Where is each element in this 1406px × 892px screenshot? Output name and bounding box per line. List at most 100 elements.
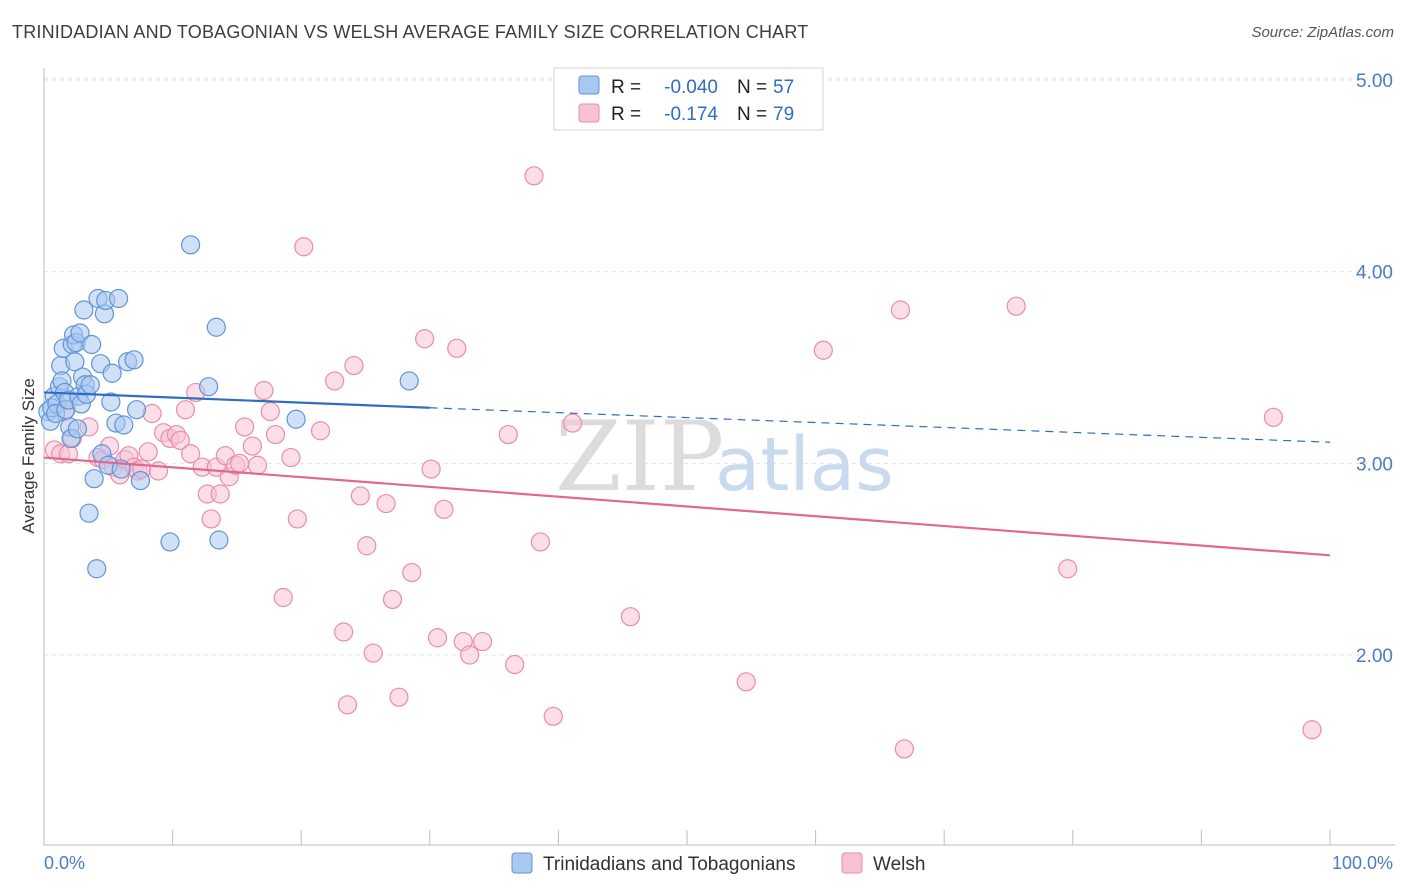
welsh-point xyxy=(890,300,911,320)
welsh-point xyxy=(736,672,756,692)
welsh-point xyxy=(427,628,448,648)
legend-swatch-trinidadian xyxy=(511,852,533,874)
trinidadian-point xyxy=(399,371,419,391)
trinidadian-point xyxy=(199,377,219,397)
welsh-point xyxy=(235,417,255,437)
watermark-zip: ZIP xyxy=(555,401,724,513)
welsh-point xyxy=(273,587,293,608)
watermark-atlas: atlas xyxy=(715,422,894,508)
chart-title: TRINIDADIAN AND TOBAGONIAN VS WELSH AVER… xyxy=(12,22,809,42)
y-tick-label: 3.00 xyxy=(1356,454,1393,475)
trinidadian-point xyxy=(124,350,144,370)
legend-label-trinidadian: Trinidadians and Tobagonians xyxy=(543,854,795,875)
welsh-point xyxy=(210,484,230,504)
welsh-point xyxy=(357,536,377,556)
welsh-point xyxy=(242,436,262,456)
trinidadian-point xyxy=(67,419,88,439)
welsh-point xyxy=(265,424,286,445)
welsh-point xyxy=(344,355,364,376)
trinidadian-point xyxy=(101,392,121,412)
welsh-point xyxy=(382,589,403,610)
y-tick-labels: 2.00 3.00 4.00 5.00 xyxy=(1356,71,1393,667)
welsh-point xyxy=(363,643,383,663)
welsh-point xyxy=(1058,559,1078,579)
welsh-point xyxy=(325,371,345,391)
welsh-point xyxy=(389,687,409,707)
y-tick-label: 5.00 xyxy=(1356,71,1393,92)
stats-legend: R = -0.040 N = 57 R = -0.174 N = 79 xyxy=(553,67,824,131)
welsh-point xyxy=(530,532,550,552)
welsh-point xyxy=(310,421,331,441)
y-tick-label: 4.00 xyxy=(1356,263,1393,284)
trinidadian-point xyxy=(74,300,94,320)
y-tick-label: 2.00 xyxy=(1356,646,1393,667)
welsh-point xyxy=(138,442,158,462)
trinidadian-point xyxy=(80,375,100,395)
legend-label-welsh: Welsh xyxy=(873,854,925,875)
welsh-point xyxy=(170,430,190,450)
trinidadian-point xyxy=(79,503,99,523)
welsh-point xyxy=(175,400,196,420)
trinidadian-point xyxy=(206,317,226,337)
welsh-point xyxy=(562,413,583,433)
welsh-point xyxy=(247,455,268,475)
stats-legend-pink-n-value: 79 xyxy=(773,104,794,125)
trinidadian-trend-extension xyxy=(429,407,1331,443)
welsh-point xyxy=(447,338,467,358)
trinidadian-point xyxy=(87,559,107,579)
trinidadian-point xyxy=(81,334,102,355)
x-tick-label-min: 0.0% xyxy=(44,853,85,873)
trinidadian-point xyxy=(126,400,147,420)
trinidadian-point xyxy=(84,469,104,489)
welsh-point xyxy=(894,739,914,759)
trinidadian-point xyxy=(102,363,122,383)
trinidadian-point xyxy=(70,323,90,343)
stats-legend-pink-r-label: R = xyxy=(611,104,641,125)
welsh-point xyxy=(350,486,370,506)
welsh-point xyxy=(505,654,525,675)
trinidadian-trend-line xyxy=(43,391,430,409)
stats-legend-blue-n-value: 57 xyxy=(773,77,794,98)
welsh-point xyxy=(201,509,221,529)
trinidadian-point xyxy=(65,352,85,372)
trinidadian-point xyxy=(160,532,180,552)
welsh-point xyxy=(402,562,422,583)
welsh-point xyxy=(460,645,480,665)
welsh-point xyxy=(472,631,493,652)
welsh-point xyxy=(229,453,250,473)
welsh-point xyxy=(1263,407,1284,427)
stats-legend-pink-r-value: -0.174 xyxy=(664,104,718,125)
welsh-point xyxy=(415,329,435,349)
welsh-trend-line xyxy=(43,456,1331,557)
welsh-point xyxy=(334,622,354,642)
welsh-point xyxy=(1302,720,1322,740)
welsh-point xyxy=(281,447,301,468)
welsh-point xyxy=(376,493,396,514)
welsh-point xyxy=(337,695,358,715)
welsh-point xyxy=(524,166,544,186)
bottom-legend: Trinidadians and Tobagonians Welsh xyxy=(511,852,925,875)
trinidadian-point xyxy=(209,530,229,550)
trinidadian-point xyxy=(181,235,201,255)
trinidadian-point xyxy=(114,415,134,435)
welsh-point xyxy=(287,509,307,529)
stats-legend-pink-n-label: N = xyxy=(737,104,767,125)
welsh-point xyxy=(148,461,169,481)
welsh-point xyxy=(294,237,314,257)
grid xyxy=(44,77,1395,656)
x-ticks xyxy=(43,830,1331,845)
stats-legend-pink-swatch xyxy=(578,103,600,123)
welsh-point xyxy=(421,459,441,479)
welsh-point xyxy=(434,499,454,519)
stats-legend-blue-r-value: -0.040 xyxy=(664,77,718,98)
x-tick-label-max: 100.0% xyxy=(1332,853,1393,873)
welsh-point xyxy=(813,340,833,360)
welsh-point xyxy=(543,706,563,726)
trinidadian-point xyxy=(108,288,129,309)
welsh-point xyxy=(1006,296,1026,316)
legend-swatch-welsh xyxy=(841,852,863,874)
trinidadian-point xyxy=(286,409,306,429)
trinidadian-points xyxy=(38,235,419,579)
welsh-point xyxy=(498,424,518,445)
